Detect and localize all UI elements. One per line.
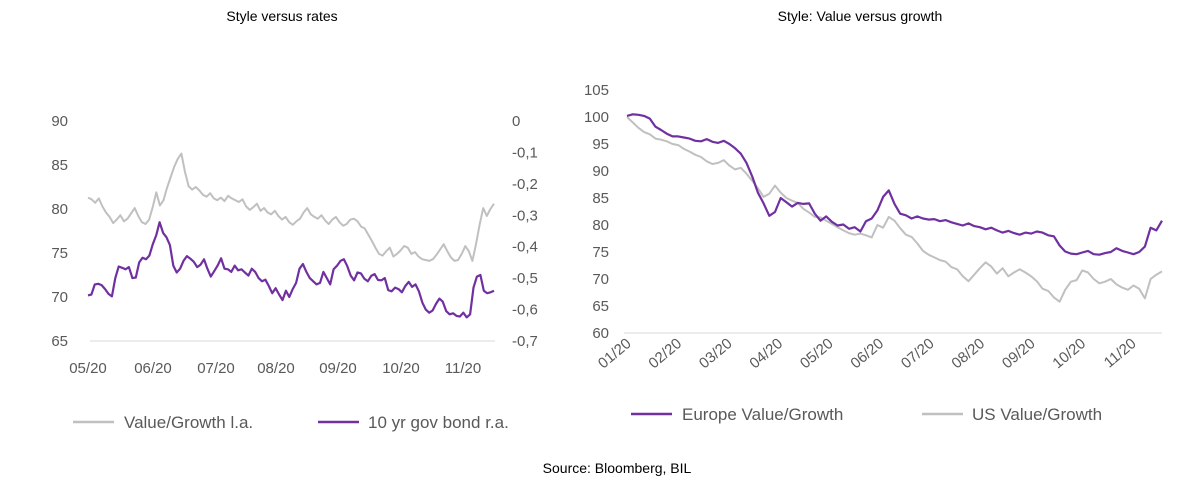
y-tick-label: 95: [592, 136, 609, 153]
chart2-series: [626, 113, 1163, 303]
legend-label-europe: Europe Value/Growth: [682, 405, 843, 424]
chart2-x-axis-ticks: 01/20 02/20 03/20 04/20 05/20 06/20 07/20 08/20…: [595, 335, 1140, 372]
x-tick-label: 04/20: [746, 335, 786, 372]
y-right-tick-label: -0,5: [512, 270, 538, 287]
chart2-legend: Europe Value/Growth US Value/Growth: [631, 405, 1102, 424]
y-left-tick-label: 90: [51, 113, 68, 130]
y-right-tick-label: -0,3: [512, 207, 538, 224]
x-tick-label: 06/20: [847, 335, 887, 372]
chart1-x-axis-ticks: 05/20 06/20 07/20 08/20 09/20 10/20 11/20: [69, 360, 481, 377]
y-tick-label: 85: [592, 190, 609, 207]
chart1-series: [87, 152, 495, 319]
x-tick-label: 03/20: [696, 335, 736, 372]
y-tick-label: 65: [592, 298, 609, 315]
chart1-right-axis-ticks: 0 -0,1 -0,2 -0,3 -0,4 -0,5 -0,6 -0,7: [512, 113, 538, 350]
x-tick-label: 08/20: [257, 360, 295, 377]
y-left-tick-label: 70: [51, 289, 68, 306]
legend-label-10yr-bond: 10 yr gov bond r.a.: [368, 413, 509, 432]
y-left-tick-label: 85: [51, 157, 68, 174]
legend-label-us: US Value/Growth: [972, 405, 1102, 424]
chart1-legend: Value/Growth l.a. 10 yr gov bond r.a.: [73, 413, 509, 432]
chart2-y-axis-ticks: 105 100 95 90 85 80 75 70 65 60: [584, 82, 609, 342]
series-line-us: [626, 116, 1163, 303]
y-tick-label: 70: [592, 271, 609, 288]
x-tick-label: 10/20: [382, 360, 420, 377]
chart1-title: Style versus rates: [226, 8, 337, 24]
x-tick-label: 07/20: [898, 335, 938, 372]
x-tick-label: 05/20: [69, 360, 107, 377]
chart1-left-axis-ticks: 90 85 80 75 70 65: [51, 113, 68, 350]
chart-value-versus-growth: Style: Value versus growth 105 100 95 90 85 8…: [584, 8, 1163, 424]
x-tick-label: 08/20: [948, 335, 988, 372]
series-line-value-growth: [87, 152, 495, 262]
x-tick-label: 05/20: [797, 335, 837, 372]
y-left-tick-label: 75: [51, 245, 68, 262]
x-tick-label: 07/20: [197, 360, 235, 377]
x-tick-label: 02/20: [645, 335, 685, 372]
y-right-tick-label: -0,1: [512, 144, 538, 161]
y-right-tick-label: -0,6: [512, 302, 538, 319]
x-tick-label: 09/20: [999, 335, 1039, 372]
series-line-10yr-bond: [87, 221, 495, 319]
y-tick-label: 100: [584, 109, 609, 126]
chart2-title: Style: Value versus growth: [778, 8, 943, 24]
x-tick-label: 06/20: [134, 360, 172, 377]
chart-style-versus-rates: Style versus rates 90 85 80 75 70 65 0 -0,1 -0,…: [51, 8, 538, 432]
source-note: Source: Bloomberg, BIL: [543, 460, 692, 476]
y-tick-label: 60: [592, 325, 609, 342]
x-tick-label: 10/20: [1049, 335, 1089, 372]
y-tick-label: 105: [584, 82, 609, 99]
y-tick-label: 90: [592, 163, 609, 180]
y-left-tick-label: 65: [51, 333, 68, 350]
series-line-europe: [626, 113, 1163, 256]
x-tick-label: 09/20: [319, 360, 357, 377]
y-right-tick-label: 0: [512, 113, 520, 130]
y-tick-label: 80: [592, 217, 609, 234]
y-right-tick-label: -0,7: [512, 333, 538, 350]
legend-label-value-growth: Value/Growth l.a.: [124, 413, 253, 432]
y-tick-label: 75: [592, 244, 609, 261]
y-right-tick-label: -0,4: [512, 239, 538, 256]
x-tick-label: 11/20: [445, 360, 481, 377]
y-left-tick-label: 80: [51, 201, 68, 218]
y-right-tick-label: -0,2: [512, 176, 538, 193]
x-tick-label: 11/20: [1101, 335, 1140, 371]
